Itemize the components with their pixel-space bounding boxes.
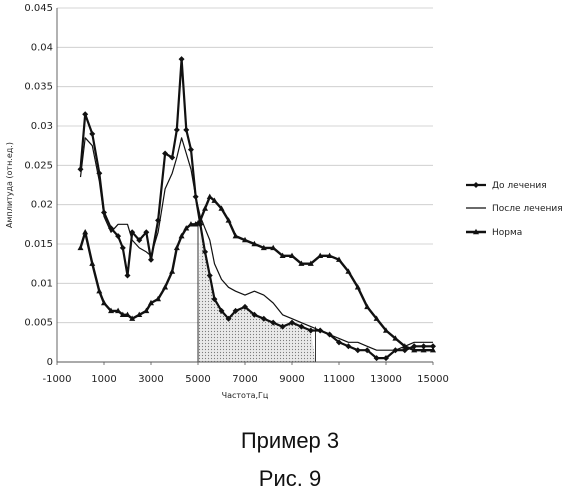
data-point [355, 347, 361, 353]
x-tick-label: 9000 [279, 374, 304, 385]
y-tick-label: 0.045 [24, 3, 53, 14]
data-point [96, 288, 102, 293]
x-tick-label: 11000 [323, 374, 355, 385]
data-point [207, 194, 213, 199]
x-tick-label: 7000 [232, 374, 257, 385]
x-axis-title: Частота,Гц [222, 391, 269, 400]
data-point [188, 147, 194, 153]
series-line [81, 59, 434, 358]
y-axis-title: Амплитуда (отн.ед.) [5, 142, 14, 228]
data-point [78, 166, 84, 172]
data-point [82, 111, 88, 117]
y-tick-label: 0.005 [24, 318, 53, 329]
data-point [179, 56, 185, 62]
x-tick-label: 3000 [138, 374, 163, 385]
caption-example: Пример 3 [0, 428, 580, 454]
y-tick-label: 0.02 [31, 200, 53, 211]
data-point [82, 229, 88, 234]
x-tick-label: 5000 [185, 374, 210, 385]
y-tick-label: 0.035 [24, 82, 53, 93]
y-tick-label: 0.015 [24, 239, 53, 250]
x-tick-label: 1000 [91, 374, 116, 385]
data-point [148, 257, 154, 263]
shaded-region [198, 220, 316, 362]
data-point [120, 245, 126, 251]
x-tick-label: 13000 [370, 374, 402, 385]
data-point [183, 127, 189, 133]
chart: 0 0.005 0.01 0.015 0.02 0.025 0.03 0.035 0.04 0.0… [0, 0, 580, 410]
data-point [174, 127, 180, 133]
data-point [78, 245, 84, 250]
legend-label: Норма [492, 228, 522, 238]
x-tick-label: 15000 [417, 374, 449, 385]
series-layer [78, 56, 437, 361]
legend-label: После лечения [492, 204, 563, 214]
data-point [125, 272, 131, 278]
series-0 [78, 56, 437, 361]
legend-marker [473, 182, 479, 188]
y-tick-label: 0.03 [31, 121, 53, 132]
data-point [89, 131, 95, 137]
data-point [345, 343, 351, 349]
caption-figure: Рис. 9 [0, 466, 580, 492]
y-tick-label: 0.025 [24, 160, 53, 171]
legend: До лечения После лечения Норма [466, 181, 563, 238]
data-point [169, 268, 175, 273]
data-point [89, 260, 95, 265]
y-tick-label: 0 [47, 357, 53, 368]
x-tick-label: -1000 [42, 374, 71, 385]
grid-lines [57, 8, 433, 323]
y-tick-label: 0.01 [31, 278, 53, 289]
legend-label: До лечения [492, 181, 547, 191]
y-tick-label: 0.04 [31, 42, 53, 53]
